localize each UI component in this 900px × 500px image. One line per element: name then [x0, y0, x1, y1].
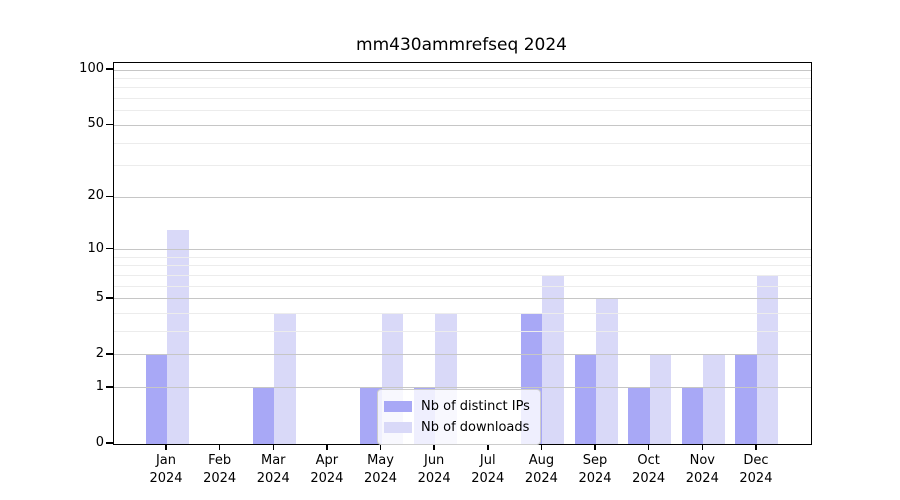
major-gridline: [114, 354, 811, 356]
x-tick-label: Dec 2024: [739, 453, 773, 486]
y-tick-mark: [106, 195, 113, 198]
x-tick-mark: [326, 444, 328, 450]
major-gridline: [114, 124, 811, 126]
major-gridline: [114, 69, 811, 71]
minor-gridline: [114, 142, 811, 144]
x-tick-label: Jun 2024: [417, 453, 451, 486]
y-tick-mark: [106, 123, 113, 126]
x-tick-label: Nov 2024: [685, 453, 719, 486]
x-tick-mark: [755, 444, 757, 450]
minor-gridline: [114, 98, 811, 100]
minor-gridline: [114, 275, 811, 276]
plot-area: [113, 62, 812, 445]
legend-label-distinct-ips: Nb of distinct IPs: [421, 399, 530, 414]
minor-gridline: [114, 265, 811, 267]
minor-gridline: [114, 165, 811, 167]
minor-gridline: [114, 87, 811, 89]
y-tick-label: 20: [87, 188, 104, 204]
minor-gridline: [114, 256, 811, 258]
y-tick-mark: [106, 442, 113, 444]
bar-distinct-ips: [681, 387, 704, 444]
bar-distinct-ips: [360, 387, 382, 444]
minor-gridline: [114, 110, 811, 112]
x-tick-mark: [594, 444, 596, 450]
x-tick-mark: [218, 444, 221, 450]
y-tick-label: 1: [95, 378, 104, 394]
y-tick-label: 10: [87, 240, 104, 256]
legend-item-distinct-ips: Nb of distinct IPs: [384, 396, 532, 417]
y-tick-mark: [106, 353, 113, 355]
y-tick-mark: [106, 68, 113, 70]
y-tick-mark: [106, 247, 113, 250]
y-tick-mark: [106, 386, 113, 388]
bar-distinct-ips: [735, 354, 757, 444]
x-tick-mark: [433, 444, 435, 450]
x-tick-mark: [701, 444, 704, 450]
legend-label-downloads: Nb of downloads: [421, 420, 530, 435]
y-tick-mark: [106, 297, 113, 299]
legend-swatch-distinct-ips: [384, 401, 412, 412]
bar-downloads: [596, 298, 618, 444]
bar-downloads: [274, 313, 296, 444]
x-tick-label: May 2024: [363, 453, 398, 486]
x-tick-mark: [272, 444, 274, 450]
x-tick-mark: [379, 444, 382, 450]
bar-downloads: [649, 354, 672, 444]
bar-downloads: [756, 275, 779, 444]
x-tick-label: Oct 2024: [632, 453, 666, 486]
x-tick-mark: [487, 444, 489, 450]
x-tick-label: Feb 2024: [203, 453, 237, 486]
x-tick-label: Jul 2024: [471, 453, 505, 486]
x-tick-mark: [540, 444, 543, 450]
bar-distinct-ips: [574, 354, 597, 444]
bar-distinct-ips: [145, 354, 167, 444]
bar-downloads: [703, 354, 725, 444]
minor-gridline: [114, 285, 811, 287]
minor-gridline: [114, 313, 811, 315]
bar-distinct-ips: [252, 387, 275, 444]
x-tick-label: Apr 2024: [310, 453, 344, 486]
y-tick-label: 50: [87, 116, 104, 132]
x-tick-label: Jan 2024: [149, 453, 183, 486]
x-tick-label: Mar 2024: [256, 453, 290, 486]
minor-gridline: [114, 77, 811, 79]
x-tick-mark: [165, 444, 167, 450]
y-tick-label: 2: [95, 345, 104, 361]
x-tick-label: Aug 2024: [524, 453, 558, 486]
major-gridline: [114, 298, 811, 300]
legend: Nb of distinct IPs Nb of downloads: [377, 389, 541, 445]
y-tick-label: 0: [95, 435, 104, 450]
legend-swatch-downloads: [384, 422, 412, 433]
bar-downloads: [167, 230, 189, 444]
major-gridline: [114, 249, 811, 251]
minor-gridline: [114, 331, 811, 333]
x-tick-label: Sep 2024: [578, 453, 612, 486]
bar-downloads: [542, 275, 564, 444]
x-tick-mark: [647, 444, 650, 450]
bar-distinct-ips: [628, 387, 650, 444]
chart-title: mm430ammrefseq 2024: [356, 35, 567, 55]
y-tick-label: 100: [79, 61, 104, 76]
major-gridline: [114, 196, 811, 198]
y-tick-label: 5: [95, 289, 104, 305]
major-gridline: [114, 387, 811, 389]
legend-item-downloads: Nb of downloads: [384, 417, 532, 438]
